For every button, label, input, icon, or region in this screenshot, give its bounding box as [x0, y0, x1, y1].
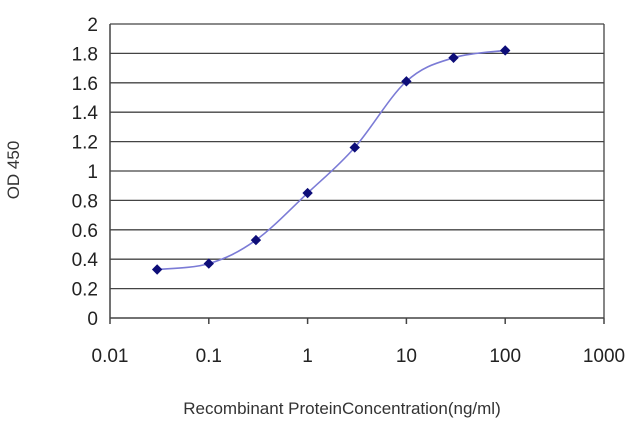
y-tick-label: 0.8 — [72, 191, 98, 212]
x-tick-labels: 0.01 0.1 1 10 100 1000 — [92, 346, 626, 367]
y-tick-label: 0.4 — [72, 250, 99, 271]
y-tick-label: 0 — [87, 309, 98, 330]
x-tick-label: 1000 — [583, 346, 625, 367]
axes — [109, 24, 605, 324]
y-tick-labels: 0 0.2 0.4 0.6 0.8 1 1.2 1.4 1.6 1.8 2 — [72, 15, 99, 330]
data-point — [250, 234, 262, 246]
data-series — [151, 45, 511, 275]
y-tick-label: 1 — [87, 162, 98, 183]
y-tick-label: 0.2 — [72, 280, 98, 301]
series-line — [157, 49, 506, 271]
y-tick-label: 1.8 — [72, 44, 98, 65]
y-tick-label: 1.2 — [72, 133, 98, 154]
data-point — [151, 264, 163, 275]
data-point — [349, 142, 360, 153]
data-point — [448, 52, 459, 64]
data-point — [302, 187, 313, 199]
y-tick-label: 1.6 — [72, 74, 98, 95]
data-point — [500, 45, 511, 56]
y-tick-label: 2 — [87, 15, 98, 36]
x-tick-label: 100 — [489, 346, 521, 367]
y-tick-label: 1.4 — [72, 103, 99, 124]
x-tick-label: 10 — [396, 346, 417, 367]
y-tick-label: 0.6 — [72, 221, 98, 242]
data-point — [401, 76, 412, 87]
gridlines — [110, 23, 604, 290]
x-axis-label: Recombinant ProteinConcentration(ng/ml) — [183, 399, 501, 418]
x-tick-label: 0.01 — [92, 346, 129, 367]
x-tick-label: 1 — [302, 346, 313, 367]
y-axis-label: OD 450 — [4, 141, 23, 200]
x-tick-label: 0.1 — [196, 346, 222, 367]
data-point — [203, 258, 214, 269]
